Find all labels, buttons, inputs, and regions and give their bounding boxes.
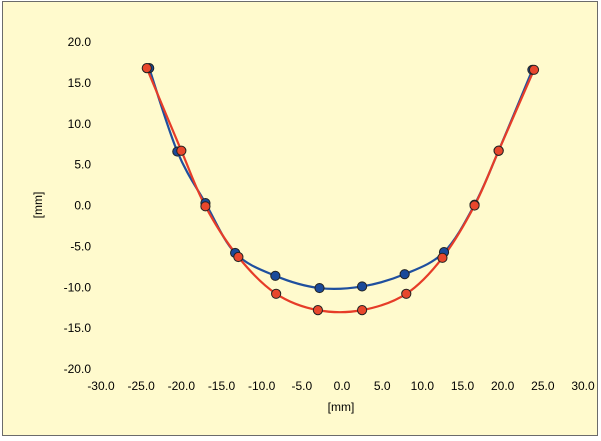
series-2-point bbox=[528, 64, 540, 75]
series-2-line bbox=[145, 67, 536, 314]
x-tick-label: 15.0 bbox=[451, 379, 475, 393]
series-2-point bbox=[312, 305, 323, 316]
x-tick-label: 30.0 bbox=[571, 379, 595, 393]
scatter-chart: 20.0 15.0 10.0 5.0 0.0 -5.0 -10.0 -15.0 -20.0 -3… bbox=[31, 35, 595, 414]
y-axis-ticks: 20.0 15.0 10.0 5.0 0.0 -5.0 -10.0 -15.0 -20.0 bbox=[64, 35, 92, 376]
series-2-point bbox=[233, 251, 244, 263]
series-2-point bbox=[200, 201, 211, 212]
series-1-point bbox=[270, 270, 281, 281]
x-tick-label: -20.0 bbox=[168, 379, 196, 393]
series-2-point bbox=[437, 252, 448, 263]
series-2-point bbox=[176, 145, 187, 156]
x-tick-label: 0.0 bbox=[334, 379, 351, 393]
x-tick-label: -10.0 bbox=[248, 379, 276, 393]
y-tick-label: 5.0 bbox=[74, 158, 91, 172]
chart-frame: 20.0 15.0 10.0 5.0 0.0 -5.0 -10.0 -15.0 -20.0 -3… bbox=[2, 1, 598, 436]
x-tick-label: -30.0 bbox=[87, 379, 115, 393]
y-tick-label: -15.0 bbox=[64, 321, 92, 335]
series-2-point bbox=[141, 63, 152, 74]
y-tick-label: 10.0 bbox=[68, 117, 92, 131]
x-tick-label: 5.0 bbox=[374, 379, 391, 393]
y-tick-label: -20.0 bbox=[64, 362, 92, 376]
series-2-point bbox=[356, 305, 368, 316]
series-1-line bbox=[148, 67, 534, 291]
y-tick-label: 15.0 bbox=[68, 76, 92, 90]
series-1-point bbox=[314, 282, 325, 294]
series-2-point bbox=[271, 288, 282, 299]
y-tick-label: 0.0 bbox=[74, 199, 91, 213]
x-tick-label: 20.0 bbox=[491, 379, 515, 393]
x-axis-ticks: -30.0 -25.0 -20.0 -15.0 -10.0 -5.0 0.0 5.0 10.0 1… bbox=[87, 379, 595, 393]
y-tick-label: 20.0 bbox=[68, 35, 92, 49]
series-2-point bbox=[493, 145, 504, 156]
series-2-point bbox=[469, 200, 480, 211]
x-tick-label: -25.0 bbox=[127, 379, 155, 393]
series-2-point bbox=[401, 288, 412, 299]
series-layer bbox=[141, 63, 540, 316]
series-1-point bbox=[356, 281, 368, 292]
x-tick-label: -5.0 bbox=[291, 379, 312, 393]
y-axis-label: [mm] bbox=[31, 192, 45, 219]
x-tick-label: 25.0 bbox=[531, 379, 555, 393]
y-tick-label: -5.0 bbox=[70, 239, 91, 253]
x-tick-label: -15.0 bbox=[208, 379, 236, 393]
x-tick-label: 10.0 bbox=[411, 379, 435, 393]
y-tick-label: -10.0 bbox=[64, 280, 92, 294]
x-axis-label: [mm] bbox=[328, 400, 355, 414]
series-1-point bbox=[399, 269, 410, 280]
